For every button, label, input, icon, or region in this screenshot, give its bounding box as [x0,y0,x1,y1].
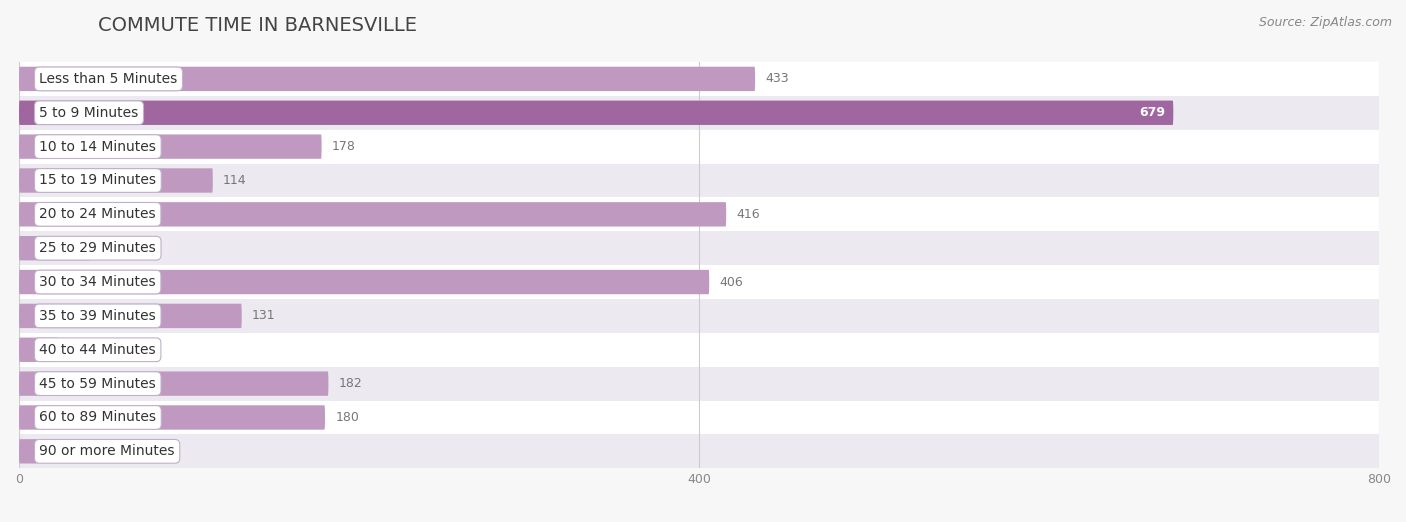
FancyBboxPatch shape [20,168,212,193]
Text: 35 to 39 Minutes: 35 to 39 Minutes [39,309,156,323]
FancyBboxPatch shape [20,135,322,159]
Text: 11: 11 [48,445,63,458]
Text: 131: 131 [252,310,276,323]
FancyBboxPatch shape [20,304,242,328]
Text: 42: 42 [101,242,117,255]
Text: 20 to 24 Minutes: 20 to 24 Minutes [39,207,156,221]
Text: COMMUTE TIME IN BARNESVILLE: COMMUTE TIME IN BARNESVILLE [98,16,418,34]
FancyBboxPatch shape [20,338,58,362]
Bar [20,231,1379,265]
Text: 679: 679 [1139,106,1164,119]
Bar [20,400,1379,434]
FancyBboxPatch shape [20,101,1173,125]
Bar [20,96,1379,129]
Text: 180: 180 [335,411,359,424]
Text: 30 to 34 Minutes: 30 to 34 Minutes [39,275,156,289]
Text: 60 to 89 Minutes: 60 to 89 Minutes [39,410,156,424]
Text: 45 to 59 Minutes: 45 to 59 Minutes [39,376,156,390]
FancyBboxPatch shape [20,439,38,464]
FancyBboxPatch shape [20,236,90,260]
Bar [20,265,1379,299]
Text: 114: 114 [224,174,246,187]
Bar [20,197,1379,231]
FancyBboxPatch shape [20,372,329,396]
Bar [20,366,1379,400]
Text: 40 to 44 Minutes: 40 to 44 Minutes [39,343,156,357]
Text: 90 or more Minutes: 90 or more Minutes [39,444,174,458]
Bar [20,434,1379,468]
Text: 5 to 9 Minutes: 5 to 9 Minutes [39,106,139,120]
Text: Less than 5 Minutes: Less than 5 Minutes [39,72,177,86]
Bar [20,163,1379,197]
Bar [20,333,1379,366]
FancyBboxPatch shape [20,405,325,430]
Text: 25 to 29 Minutes: 25 to 29 Minutes [39,241,156,255]
FancyBboxPatch shape [20,270,709,294]
Text: 15 to 19 Minutes: 15 to 19 Minutes [39,173,156,187]
Bar [20,299,1379,333]
Text: 10 to 14 Minutes: 10 to 14 Minutes [39,139,156,153]
Text: 433: 433 [765,73,789,86]
Text: 182: 182 [339,377,363,390]
Text: 416: 416 [737,208,761,221]
Text: 23: 23 [69,343,84,356]
Text: 178: 178 [332,140,356,153]
FancyBboxPatch shape [20,202,727,227]
Bar [20,129,1379,163]
Bar [20,62,1379,96]
FancyBboxPatch shape [20,67,755,91]
Text: Source: ZipAtlas.com: Source: ZipAtlas.com [1258,16,1392,29]
Text: 406: 406 [720,276,744,289]
